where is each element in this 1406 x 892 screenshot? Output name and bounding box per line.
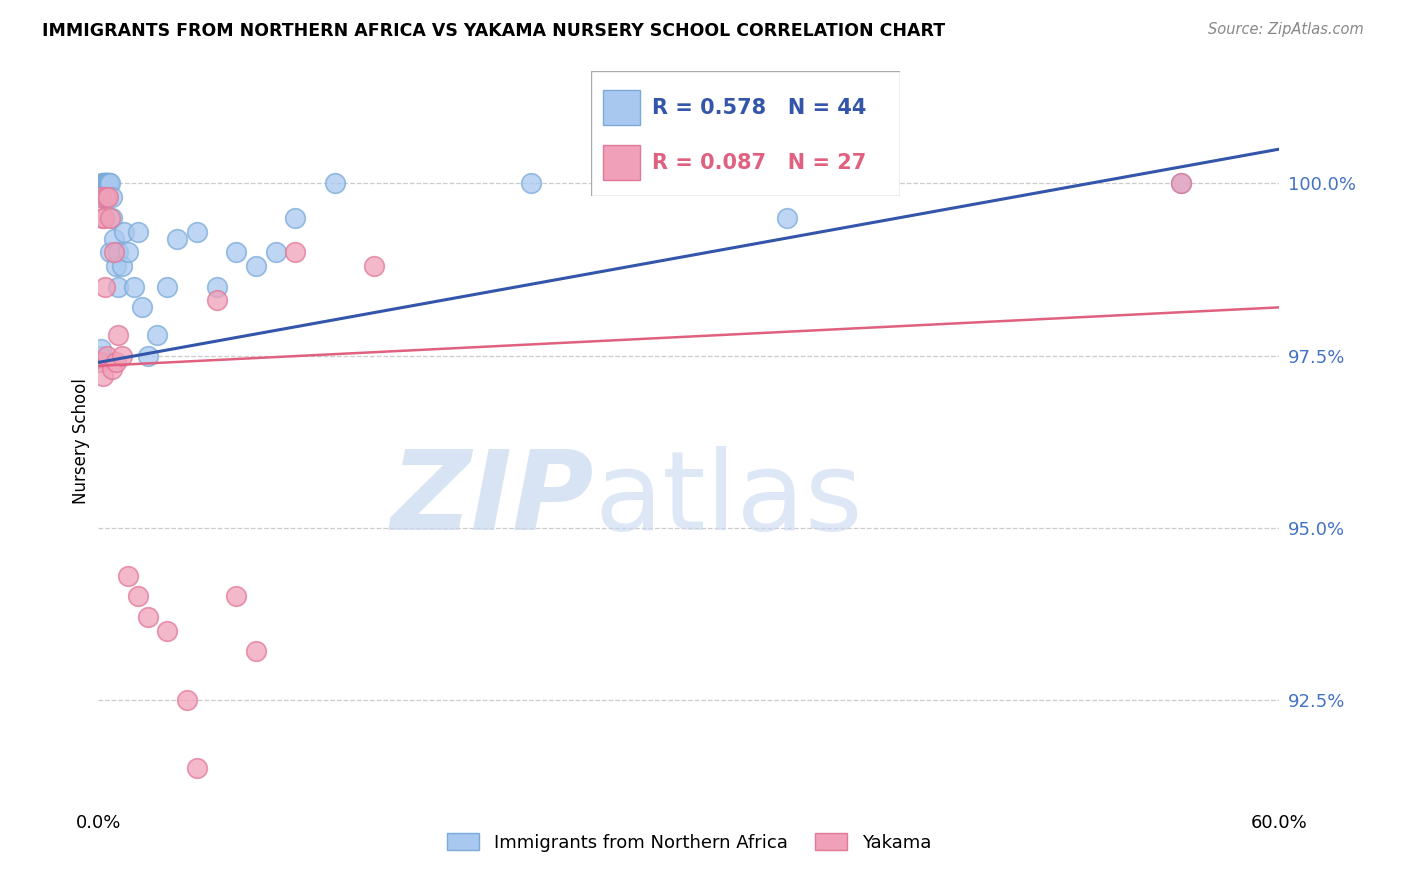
Text: IMMIGRANTS FROM NORTHERN AFRICA VS YAKAMA NURSERY SCHOOL CORRELATION CHART: IMMIGRANTS FROM NORTHERN AFRICA VS YAKAM…: [42, 22, 945, 40]
Point: [94, 279, 117, 293]
Point: [107, 279, 129, 293]
Point: [186, 225, 208, 239]
Point: [89, 355, 111, 369]
Point: [98, 177, 121, 191]
Point: [98, 245, 121, 260]
Point: [111, 349, 134, 363]
Point: [90, 190, 112, 204]
Point: [96, 177, 118, 191]
Point: [93, 369, 115, 384]
Bar: [603, 145, 640, 180]
Point: [776, 211, 799, 225]
Point: [186, 761, 208, 775]
Point: [97, 177, 120, 191]
Point: [93, 190, 115, 204]
Point: [156, 279, 179, 293]
Point: [1170, 177, 1192, 191]
Point: [131, 301, 153, 315]
Point: [205, 293, 228, 308]
Point: [91, 177, 114, 191]
Point: [284, 211, 307, 225]
Point: [127, 225, 149, 239]
Point: [96, 177, 118, 191]
Point: [176, 692, 198, 706]
Point: [96, 190, 118, 204]
Point: [97, 190, 120, 204]
FancyBboxPatch shape: [591, 71, 900, 196]
Point: [1170, 177, 1192, 191]
Point: [107, 327, 129, 342]
Point: [112, 225, 135, 239]
Point: [205, 279, 228, 293]
Point: [93, 211, 115, 225]
Point: [107, 245, 129, 260]
Point: [105, 259, 128, 273]
Point: [89, 349, 111, 363]
Text: R = 0.087   N = 27: R = 0.087 N = 27: [652, 153, 866, 172]
Point: [136, 610, 159, 624]
Point: [117, 245, 139, 260]
Point: [363, 259, 385, 273]
Point: [96, 349, 118, 363]
Point: [520, 177, 543, 191]
Point: [93, 177, 115, 191]
Point: [284, 245, 307, 260]
Point: [90, 342, 112, 356]
Point: [97, 177, 120, 191]
Point: [103, 245, 125, 260]
Point: [156, 624, 179, 638]
Point: [166, 231, 188, 245]
Point: [264, 245, 287, 260]
Point: [94, 177, 117, 191]
Point: [93, 177, 115, 191]
Point: [97, 177, 120, 191]
Legend: Immigrants from Northern Africa, Yakama: Immigrants from Northern Africa, Yakama: [440, 826, 938, 859]
Point: [225, 245, 247, 260]
Point: [105, 355, 128, 369]
Point: [103, 231, 125, 245]
Point: [323, 177, 346, 191]
Point: [117, 568, 139, 582]
Point: [111, 259, 134, 273]
Bar: [603, 90, 640, 125]
Point: [101, 362, 124, 376]
Point: [136, 349, 159, 363]
Point: [225, 590, 247, 604]
Text: ZIP: ZIP: [391, 446, 595, 553]
Point: [245, 259, 267, 273]
Text: atlas: atlas: [595, 446, 863, 553]
Point: [98, 211, 121, 225]
Point: [91, 190, 114, 204]
Point: [91, 211, 114, 225]
Point: [146, 327, 169, 342]
Point: [101, 211, 124, 225]
Text: R = 0.578   N = 44: R = 0.578 N = 44: [652, 97, 866, 118]
Point: [101, 190, 124, 204]
Y-axis label: Nursery School: Nursery School: [72, 378, 90, 505]
Text: Source: ZipAtlas.com: Source: ZipAtlas.com: [1208, 22, 1364, 37]
Point: [245, 644, 267, 658]
Point: [127, 590, 149, 604]
Point: [96, 177, 118, 191]
Point: [98, 177, 121, 191]
Point: [122, 279, 145, 293]
Point: [94, 177, 117, 191]
